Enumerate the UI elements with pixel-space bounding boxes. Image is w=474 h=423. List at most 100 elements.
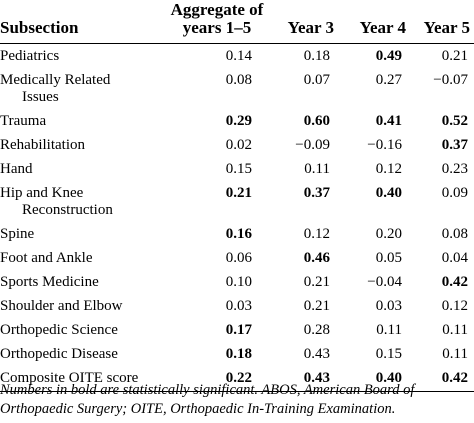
aggregate-value: 0.08: [225, 72, 252, 88]
year3-value: 0.43: [303, 346, 330, 362]
subsection-label: Hip and Knee: [0, 185, 84, 201]
aggregate-value: 0.06: [225, 250, 252, 266]
year4-value: −0.04: [367, 274, 402, 290]
year3-value: 0.18: [303, 48, 330, 64]
table-row: Shoulder and Elbow 0.03 0.21 0.03 0.12: [0, 294, 474, 318]
year5-value: 0.11: [442, 322, 468, 338]
year5-value: 0.42: [410, 366, 474, 392]
year4-value: 0.27: [375, 72, 402, 88]
subsection-label: Composite OITE score: [0, 370, 139, 386]
year3-value: 0.60: [303, 113, 330, 129]
year3-value: 0.11: [304, 161, 330, 177]
subsection-label: Spine: [0, 226, 35, 242]
year4-value: 0.03: [375, 298, 402, 314]
subsection-label: Orthopedic Disease: [0, 346, 118, 362]
subsection-label: Rehabilitation: [0, 137, 85, 153]
subsection-cell: Hip and Knee Reconstruction: [0, 181, 162, 222]
column-header-subsection: Subsection: [0, 0, 162, 44]
table-row: Hip and Knee Reconstruction 0.21 0.37 0.40 0.…: [0, 181, 474, 222]
year5-value: 0.37: [441, 137, 468, 153]
year4-value: 0.40: [375, 185, 402, 201]
year5-value: 0.04: [441, 250, 468, 266]
subsection-label: Trauma: [0, 113, 47, 129]
year3-value: 0.46: [303, 250, 330, 266]
column-header-year4: Year 4: [338, 0, 410, 44]
header-row: Subsection Aggregate of years 1–5 Year 3…: [0, 0, 474, 44]
subsection-label: Orthopedic Science: [0, 322, 118, 338]
subsection-cell: Orthopedic Disease: [0, 342, 162, 366]
subsection-cell: Pediatrics: [0, 44, 162, 69]
year5-value: 0.52: [441, 113, 468, 129]
subsection-cell: Hand: [0, 157, 162, 181]
year3-value: 0.21: [303, 274, 330, 290]
year3-value: 0.43: [272, 366, 338, 392]
subsection-cell: Medically Related Issues: [0, 68, 162, 109]
year5-value: 0.09: [441, 185, 468, 201]
year5-value: 0.12: [441, 298, 468, 314]
year4-value: 0.11: [376, 322, 402, 338]
table-body: Pediatrics 0.14 0.18 0.49 0.21 Medically Rela…: [0, 44, 474, 392]
table-row: Trauma 0.29 0.60 0.41 0.52: [0, 109, 474, 133]
year4-value: 0.05: [375, 250, 402, 266]
subsection-cell: Shoulder and Elbow: [0, 294, 162, 318]
subsection-cell: Rehabilitation: [0, 133, 162, 157]
table-row: Orthopedic Disease 0.18 0.43 0.15 0.11: [0, 342, 474, 366]
year5-value: 0.42: [441, 274, 468, 290]
year5-value: 0.21: [441, 48, 468, 64]
column-header-year3: Year 3: [272, 0, 338, 44]
year5-value: 0.08: [441, 226, 468, 242]
year5-value: −0.07: [433, 72, 468, 88]
subsection-cell: Foot and Ankle: [0, 246, 162, 270]
year4-value: −0.16: [367, 137, 402, 153]
subsection-cell: Orthopedic Science: [0, 318, 162, 342]
year3-value: 0.37: [303, 185, 330, 201]
table-row: Orthopedic Science 0.17 0.28 0.11 0.11: [0, 318, 474, 342]
year4-value: 0.15: [375, 346, 402, 362]
subsection-cell: Composite OITE score: [0, 366, 162, 392]
aggregate-value: 0.17: [225, 322, 252, 338]
subsection-label: Foot and Ankle: [0, 250, 93, 266]
column-header-aggregate: Aggregate of years 1–5: [162, 0, 272, 44]
year3-value: 0.12: [303, 226, 330, 242]
aggregate-value: 0.15: [225, 161, 252, 177]
aggregate-value: 0.18: [225, 346, 252, 362]
table-row: Rehabilitation 0.02 −0.09 −0.16 0.37: [0, 133, 474, 157]
subsection-label: Shoulder and Elbow: [0, 298, 123, 314]
year3-value: 0.07: [303, 72, 330, 88]
column-header-aggregate-line2: years 1–5: [182, 18, 252, 37]
year5-value: 0.11: [442, 346, 468, 362]
column-header-aggregate-line1: Aggregate of: [170, 0, 264, 19]
table-row: Hand 0.15 0.11 0.12 0.23: [0, 157, 474, 181]
table-row: Composite OITE score 0.22 0.43 0.40 0.42: [0, 366, 474, 392]
table-row: Sports Medicine 0.10 0.21 −0.04 0.42: [0, 270, 474, 294]
year4-value: 0.41: [375, 113, 402, 129]
subsection-label: Medically Related: [0, 72, 111, 88]
results-table-container: Subsection Aggregate of years 1–5 Year 3…: [0, 0, 474, 392]
aggregate-value: 0.10: [225, 274, 252, 290]
table-row: Spine 0.16 0.12 0.20 0.08: [0, 222, 474, 246]
results-table: Subsection Aggregate of years 1–5 Year 3…: [0, 0, 474, 392]
aggregate-value: 0.16: [225, 226, 252, 242]
table-header: Subsection Aggregate of years 1–5 Year 3…: [0, 0, 474, 44]
year4-value: 0.40: [338, 366, 410, 392]
subsection-cell: Trauma: [0, 109, 162, 133]
aggregate-value: 0.22: [162, 366, 272, 392]
table-row: Pediatrics 0.14 0.18 0.49 0.21: [0, 44, 474, 69]
subsection-label: Pediatrics: [0, 48, 60, 64]
subsection-label-continued: Reconstruction: [22, 202, 113, 218]
column-header-year5: Year 5: [410, 0, 474, 44]
table-row: Medically Related Issues 0.08 0.07 0.27 −0.07: [0, 68, 474, 109]
aggregate-value: 0.21: [225, 185, 252, 201]
year4-value: 0.20: [375, 226, 402, 242]
subsection-label: Hand: [0, 161, 33, 177]
year3-value: 0.28: [303, 322, 330, 338]
aggregate-value: 0.03: [225, 298, 252, 314]
year3-value: −0.09: [295, 137, 330, 153]
year4-value: 0.49: [375, 48, 402, 64]
table-row: Foot and Ankle 0.06 0.46 0.05 0.04: [0, 246, 474, 270]
subsection-cell: Sports Medicine: [0, 270, 162, 294]
aggregate-value: 0.14: [225, 48, 252, 64]
aggregate-value: 0.02: [225, 137, 252, 153]
subsection-label: Sports Medicine: [0, 274, 99, 290]
aggregate-value: 0.29: [225, 113, 252, 129]
